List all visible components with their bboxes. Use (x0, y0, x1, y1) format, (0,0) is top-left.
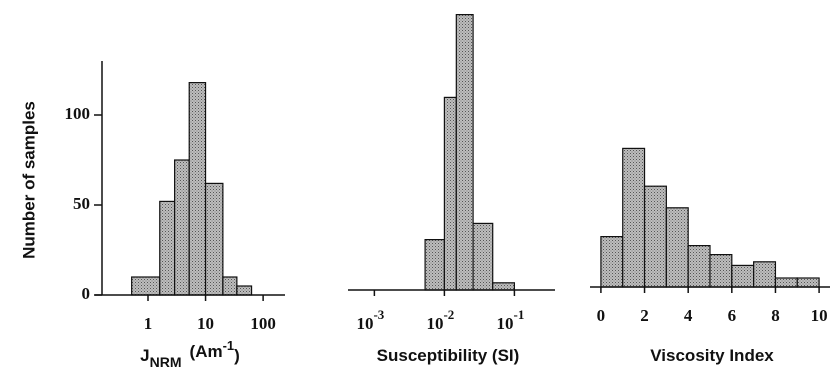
bar (796, 277, 820, 288)
x-label-main: Susceptibility (SI) (377, 346, 520, 365)
x-tick-label: 10-1 (496, 307, 524, 333)
x-tick-label: 10-2 (426, 307, 454, 333)
x-axis-label: Susceptibility (SI) (377, 346, 520, 365)
x-tick-label: 10-3 (356, 307, 384, 333)
bar (174, 159, 190, 296)
x-label-main: Viscosity Index (650, 346, 774, 365)
y-axis-label: Number of samples (19, 101, 38, 259)
x-axis-label: Viscosity Index (650, 346, 774, 365)
bar (665, 207, 689, 288)
bar (492, 282, 516, 291)
x-tick-label: 10 (811, 306, 828, 325)
bar (731, 264, 755, 288)
bar (222, 276, 238, 296)
bar (424, 239, 445, 291)
bar (472, 222, 494, 291)
bar (236, 285, 253, 296)
x-tick-base: 10 (426, 314, 443, 333)
bar (643, 185, 667, 288)
bar (204, 182, 224, 296)
bar (131, 276, 161, 296)
x-label-sup: -1 (223, 338, 235, 353)
y-tick-label: 50 (73, 194, 90, 213)
x-tick-exponent: -2 (443, 307, 454, 322)
bar (455, 13, 474, 291)
x-tick-label: 1 (144, 314, 153, 333)
bar (622, 147, 646, 288)
y-tick-label: 100 (65, 104, 91, 123)
x-label-sub: NRM (150, 354, 182, 370)
bar (709, 254, 733, 288)
x-tick-base: 10 (356, 314, 373, 333)
y-tick-label: 0 (82, 284, 91, 303)
x-tick-label: 8 (771, 306, 780, 325)
x-tick-base: 10 (496, 314, 513, 333)
bar (188, 81, 207, 296)
x-axis-label: JNRM (Am-1) (140, 338, 240, 369)
x-label-close: ) (234, 346, 240, 365)
x-tick-exponent: -3 (373, 307, 384, 322)
bar (753, 261, 777, 288)
x-tick-exponent: -1 (513, 307, 524, 322)
x-tick-label: 100 (250, 314, 276, 333)
x-tick-label: 4 (684, 306, 693, 325)
x-tick-label: 0 (597, 306, 606, 325)
bar (600, 236, 624, 288)
x-label-unit: (Am (190, 342, 223, 361)
x-tick-label: 2 (640, 306, 649, 325)
bar (774, 277, 798, 288)
x-tick-label: 10 (197, 314, 214, 333)
bar (443, 96, 457, 291)
bar (159, 200, 176, 296)
x-label-main: J (140, 346, 149, 365)
x-tick-label: 6 (728, 306, 737, 325)
bar (687, 245, 711, 288)
